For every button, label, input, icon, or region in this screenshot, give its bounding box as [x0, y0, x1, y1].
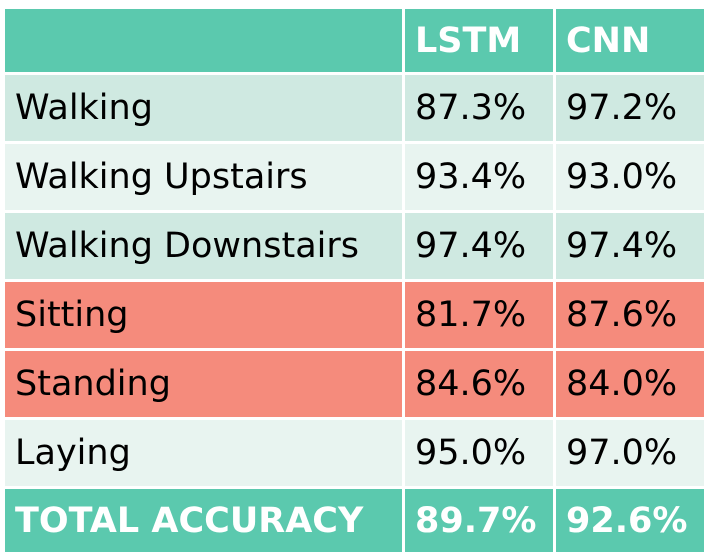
cnn-value: 93.0%: [553, 141, 706, 213]
lstm-value: 84.6%: [402, 348, 556, 420]
row-label: Walking Upstairs: [2, 141, 405, 213]
lstm-value: 95.0%: [402, 417, 556, 489]
table-row: Walking 87.3% 97.2%: [2, 72, 706, 144]
lstm-value: 81.7%: [402, 279, 556, 351]
table-row: Walking Downstairs 97.4% 97.4%: [2, 210, 706, 282]
lstm-value: 87.3%: [402, 72, 556, 144]
total-label: TOTAL ACCURACY: [2, 486, 405, 555]
row-label: Standing: [2, 348, 405, 420]
header-row: LSTM CNN: [2, 6, 706, 75]
row-label: Laying: [2, 417, 405, 489]
total-lstm-value: 89.7%: [402, 486, 556, 555]
header-cell-cnn: CNN: [553, 6, 706, 75]
lstm-value: 97.4%: [402, 210, 556, 282]
cnn-value: 97.0%: [553, 417, 706, 489]
total-row: TOTAL ACCURACY 89.7% 92.6%: [2, 486, 706, 555]
cnn-value: 97.4%: [553, 210, 706, 282]
cnn-value: 97.2%: [553, 72, 706, 144]
table-row: Laying 95.0% 97.0%: [2, 417, 706, 489]
table-row-highlighted: Standing 84.6% 84.0%: [2, 348, 706, 420]
total-cnn-value: 92.6%: [553, 486, 706, 555]
row-label: Walking Downstairs: [2, 210, 405, 282]
cnn-value: 84.0%: [553, 348, 706, 420]
header-cell-lstm: LSTM: [402, 6, 556, 75]
accuracy-table: LSTM CNN Walking 87.3% 97.2% Walking Ups…: [2, 6, 706, 555]
lstm-value: 93.4%: [402, 141, 556, 213]
row-label: Walking: [2, 72, 405, 144]
cnn-value: 87.6%: [553, 279, 706, 351]
table-row-highlighted: Sitting 81.7% 87.6%: [2, 279, 706, 351]
row-label: Sitting: [2, 279, 405, 351]
table-row: Walking Upstairs 93.4% 93.0%: [2, 141, 706, 213]
accuracy-table-container: LSTM CNN Walking 87.3% 97.2% Walking Ups…: [2, 6, 706, 555]
header-cell-activity: [2, 6, 405, 75]
